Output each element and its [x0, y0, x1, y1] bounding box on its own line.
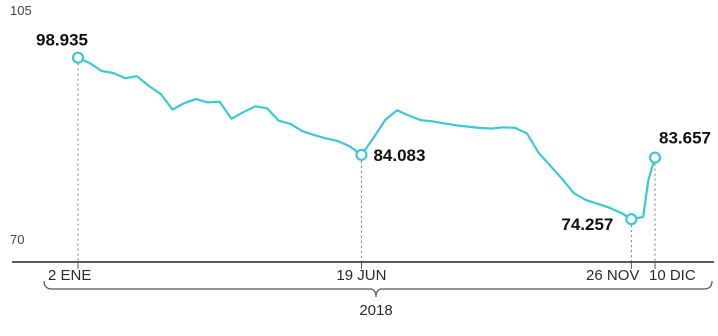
- callout-marker: [648, 151, 662, 164]
- callout-drop-lines: [77, 63, 656, 262]
- y-tick-label: 105: [10, 3, 32, 18]
- callout-marker: [355, 148, 368, 161]
- callout-labels: 98.935 84.083 74.257 83.657: [36, 31, 711, 234]
- series-line: [76, 56, 657, 221]
- callout-marker: [71, 51, 85, 64]
- year-label: 2018: [359, 302, 392, 319]
- x-axis-labels: 2 ENE 19 JUN 26 NOV 10 DIC: [48, 262, 696, 284]
- y-tick-label: 70: [10, 232, 24, 247]
- x-tick-label: 2 ENE: [48, 267, 91, 284]
- callout-value-label: 84.083: [373, 146, 425, 165]
- callout-marker: [625, 213, 638, 226]
- callout-value-label: 83.657: [659, 129, 711, 148]
- callout-value-label: 98.935: [36, 31, 88, 50]
- x-tick-label: 26 NOV: [586, 267, 639, 284]
- x-tick-label: 19 JUN: [336, 267, 386, 284]
- callout-markers: [71, 51, 662, 226]
- y-axis-ticks: 105 70: [10, 3, 32, 247]
- year-bracket: [43, 280, 713, 298]
- callout-value-label: 74.257: [561, 215, 613, 234]
- x-tick-label: 10 DIC: [649, 267, 696, 284]
